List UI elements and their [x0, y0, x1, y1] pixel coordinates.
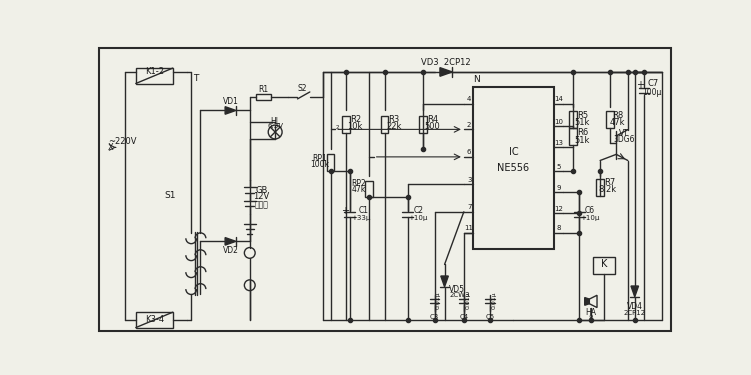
Text: +: + [341, 206, 349, 216]
Text: VT: VT [619, 129, 629, 138]
Text: C6: C6 [585, 206, 595, 215]
Text: 2: 2 [467, 122, 472, 128]
Text: RP2: RP2 [351, 179, 366, 188]
Polygon shape [585, 297, 590, 305]
Text: R1: R1 [258, 85, 269, 94]
Text: 22k: 22k [386, 122, 402, 131]
Text: K3-4: K3-4 [145, 315, 164, 324]
Polygon shape [440, 68, 452, 76]
Bar [596, 179, 604, 196]
Text: T: T [193, 74, 198, 82]
Text: 3: 3 [467, 177, 472, 183]
Bar [419, 116, 427, 133]
Bar [136, 68, 173, 84]
Bar [593, 257, 615, 274]
Text: C5: C5 [485, 314, 495, 320]
Text: C4: C4 [460, 314, 469, 320]
Text: RP1: RP1 [312, 154, 327, 163]
Text: S2: S2 [297, 84, 307, 93]
Text: 0.01μ: 0.01μ [436, 291, 441, 309]
Text: C7: C7 [647, 79, 659, 88]
Bar [256, 93, 271, 100]
Text: HL: HL [270, 117, 280, 126]
Text: 10k: 10k [348, 122, 363, 131]
Text: 12V: 12V [253, 192, 270, 201]
Text: 100k: 100k [310, 160, 330, 169]
Bar [473, 87, 554, 249]
Text: R3: R3 [388, 115, 400, 124]
Text: 6: 6 [467, 149, 472, 155]
Text: 47k: 47k [351, 185, 366, 194]
Text: C1: C1 [359, 206, 369, 215]
Text: +10μ: +10μ [581, 215, 600, 221]
Text: 12: 12 [554, 206, 563, 212]
Text: 6.3V: 6.3V [267, 123, 283, 129]
Bar [381, 116, 388, 133]
Text: VD2: VD2 [222, 246, 238, 255]
Text: R4: R4 [427, 115, 438, 124]
Text: NE556: NE556 [497, 163, 529, 173]
Bar [569, 111, 577, 128]
Text: R8: R8 [612, 111, 623, 120]
Text: 8: 8 [556, 225, 561, 231]
Bar [136, 312, 173, 328]
Text: +: + [636, 80, 644, 90]
Text: GB: GB [255, 186, 267, 195]
Text: S1: S1 [164, 191, 176, 200]
Text: 47k: 47k [610, 118, 626, 127]
Text: 51k: 51k [575, 136, 590, 145]
Text: 9: 9 [556, 185, 561, 191]
Text: 3DG6: 3DG6 [614, 135, 635, 144]
Text: K: K [601, 260, 607, 270]
Bar [327, 154, 334, 171]
Text: 500: 500 [424, 122, 440, 131]
Text: HA: HA [585, 309, 596, 318]
Text: 0.01μ: 0.01μ [466, 291, 470, 309]
Text: N: N [474, 75, 481, 84]
Text: 7: 7 [467, 204, 472, 210]
Text: +10μ: +10μ [409, 215, 428, 221]
Text: 14: 14 [554, 96, 563, 102]
Text: VD4: VD4 [627, 302, 643, 311]
Text: 0.01μ: 0.01μ [492, 291, 496, 309]
Text: R5: R5 [577, 111, 588, 120]
Text: 4: 4 [467, 96, 472, 102]
Text: C3: C3 [430, 314, 439, 320]
Polygon shape [441, 276, 448, 287]
Text: X: X [108, 143, 114, 152]
Text: 8.2k: 8.2k [599, 185, 617, 194]
Text: 51k: 51k [575, 118, 590, 127]
Text: 2CW3: 2CW3 [449, 292, 469, 298]
Polygon shape [225, 238, 236, 245]
Bar [569, 128, 577, 145]
Text: 11: 11 [465, 225, 474, 231]
Text: R7: R7 [604, 178, 615, 188]
Text: VD3  2CP12: VD3 2CP12 [421, 58, 471, 67]
Text: IC: IC [508, 147, 518, 157]
Text: 2: 2 [336, 125, 339, 130]
Text: VD5: VD5 [449, 285, 465, 294]
Polygon shape [225, 106, 236, 114]
Text: 100μ: 100μ [642, 88, 662, 97]
Text: 10: 10 [554, 118, 563, 124]
Text: ~220V: ~220V [108, 137, 137, 146]
Text: 蓄电池: 蓄电池 [255, 200, 268, 209]
Text: 2CP12: 2CP12 [623, 310, 646, 316]
Text: 8: 8 [589, 315, 593, 321]
Text: R2: R2 [350, 115, 360, 124]
Bar [606, 111, 614, 128]
Text: R6: R6 [577, 128, 588, 137]
Bar [365, 180, 373, 198]
Text: C2: C2 [413, 206, 424, 215]
Text: VD1: VD1 [222, 97, 238, 106]
Text: 13: 13 [554, 140, 563, 146]
Text: +33μ: +33μ [351, 215, 370, 221]
Bar [342, 116, 350, 133]
Text: K1-2: K1-2 [145, 68, 164, 76]
Polygon shape [631, 286, 638, 297]
Text: 5: 5 [556, 164, 561, 170]
